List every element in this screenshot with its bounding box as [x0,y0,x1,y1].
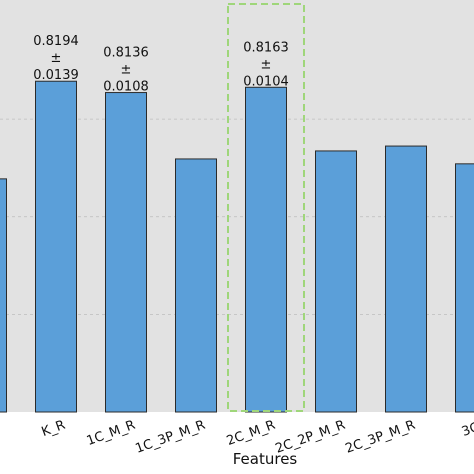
value-label: 0.0108 [103,80,149,95]
bar [385,145,427,413]
bar [175,158,217,413]
bar [105,92,147,413]
bar [455,163,474,413]
x-tick-label: 1C_M_R [85,418,138,449]
value-label: ± [121,63,132,78]
bar [35,80,77,413]
value-label: ± [261,57,272,72]
x-tick-label: 3C_ [460,417,474,439]
value-label: 0.8194 [33,34,79,49]
value-label: 0.0139 [33,68,79,83]
value-label: 0.8136 [103,46,149,61]
value-label: ± [51,51,62,66]
value-label: 0.0104 [243,74,289,89]
x-tick-label: 2C_M_R [225,418,278,449]
x-tick-label: 2C_3P_M_R [343,418,417,457]
bar [245,86,287,413]
value-label: 0.8163 [243,40,289,55]
bar [315,150,357,413]
x-tick-label: 1C_3P_M_R [133,418,207,457]
x-tick-label: 2C_2P_M_R [273,418,347,457]
highlight-box [227,3,305,412]
bar [0,178,7,413]
x-axis-title: Features [233,450,298,468]
x-tick-label: K_R [40,418,68,440]
